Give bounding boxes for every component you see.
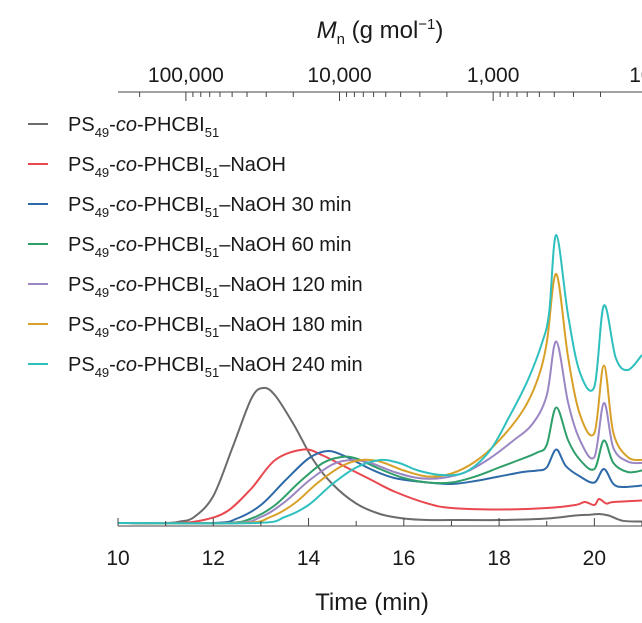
series-line-purple xyxy=(117,340,642,525)
legend-label: PS49-co-PHCBI51 xyxy=(68,114,219,140)
top-axis: 100,000 10,000 1,000 100 xyxy=(118,64,642,101)
legend-item-purple: PS49-co-PHCBI51–NaOH 120 min xyxy=(28,274,363,300)
series-line-gray xyxy=(117,386,642,525)
legend-item-red: PS49-co-PHCBI51–NaOH xyxy=(28,154,286,180)
top-axis-title-rest: (g mol xyxy=(345,17,418,44)
x-axis-tick-label: 12 xyxy=(202,547,225,570)
top-axis-title-main: M xyxy=(317,17,337,44)
legend: PS49-co-PHCBI51 PS49-co-PHCBI51–NaOH PS49-… xyxy=(28,114,363,380)
series-line-gold xyxy=(117,272,642,525)
top-axis-tick-label: 10,000 xyxy=(307,64,371,87)
legend-label: PS49-co-PHCBI51–NaOH 60 min xyxy=(68,234,352,260)
bottom-axis: 10 12 14 16 18 20 xyxy=(106,518,642,570)
top-axis-title: Mn (g mol−1) xyxy=(317,16,444,48)
x-axis-tick-label: 14 xyxy=(297,547,321,570)
series-line-blue xyxy=(117,448,642,525)
top-axis-title-sub: n xyxy=(337,31,345,48)
legend-item-green: PS49-co-PHCBI51–NaOH 60 min xyxy=(28,234,352,260)
legend-item-gray: PS49-co-PHCBI51 xyxy=(28,114,219,140)
legend-label: PS49-co-PHCBI51–NaOH 120 min xyxy=(68,274,363,300)
x-axis-title: Time (min) xyxy=(315,589,429,616)
top-axis-tick-label: 1,000 xyxy=(467,64,520,87)
top-axis-tick-label: 100 xyxy=(629,64,642,87)
x-axis-tick-label: 18 xyxy=(487,547,510,570)
legend-item-cyan: PS49-co-PHCBI51–NaOH 240 min xyxy=(28,354,363,380)
top-axis-title-close: ) xyxy=(435,17,443,44)
series-line-cyan xyxy=(117,233,642,525)
top-axis-title-sup: −1 xyxy=(418,16,435,33)
legend-label: PS49-co-PHCBI51–NaOH xyxy=(68,154,286,180)
legend-item-blue: PS49-co-PHCBI51–NaOH 30 min xyxy=(28,194,352,220)
x-axis-tick-label: 20 xyxy=(583,547,606,570)
series-layer xyxy=(117,233,642,525)
legend-label: PS49-co-PHCBI51–NaOH 180 min xyxy=(68,314,363,340)
legend-item-gold: PS49-co-PHCBI51–NaOH 180 min xyxy=(28,314,363,340)
series-line-green xyxy=(117,406,642,525)
legend-label: PS49-co-PHCBI51–NaOH 240 min xyxy=(68,354,363,380)
legend-label: PS49-co-PHCBI51–NaOH 30 min xyxy=(68,194,352,220)
top-axis-tick-label: 100,000 xyxy=(148,64,224,87)
series-line-red xyxy=(117,448,642,525)
x-axis-tick-label: 16 xyxy=(392,547,415,570)
x-axis-tick-label: 10 xyxy=(106,547,129,570)
